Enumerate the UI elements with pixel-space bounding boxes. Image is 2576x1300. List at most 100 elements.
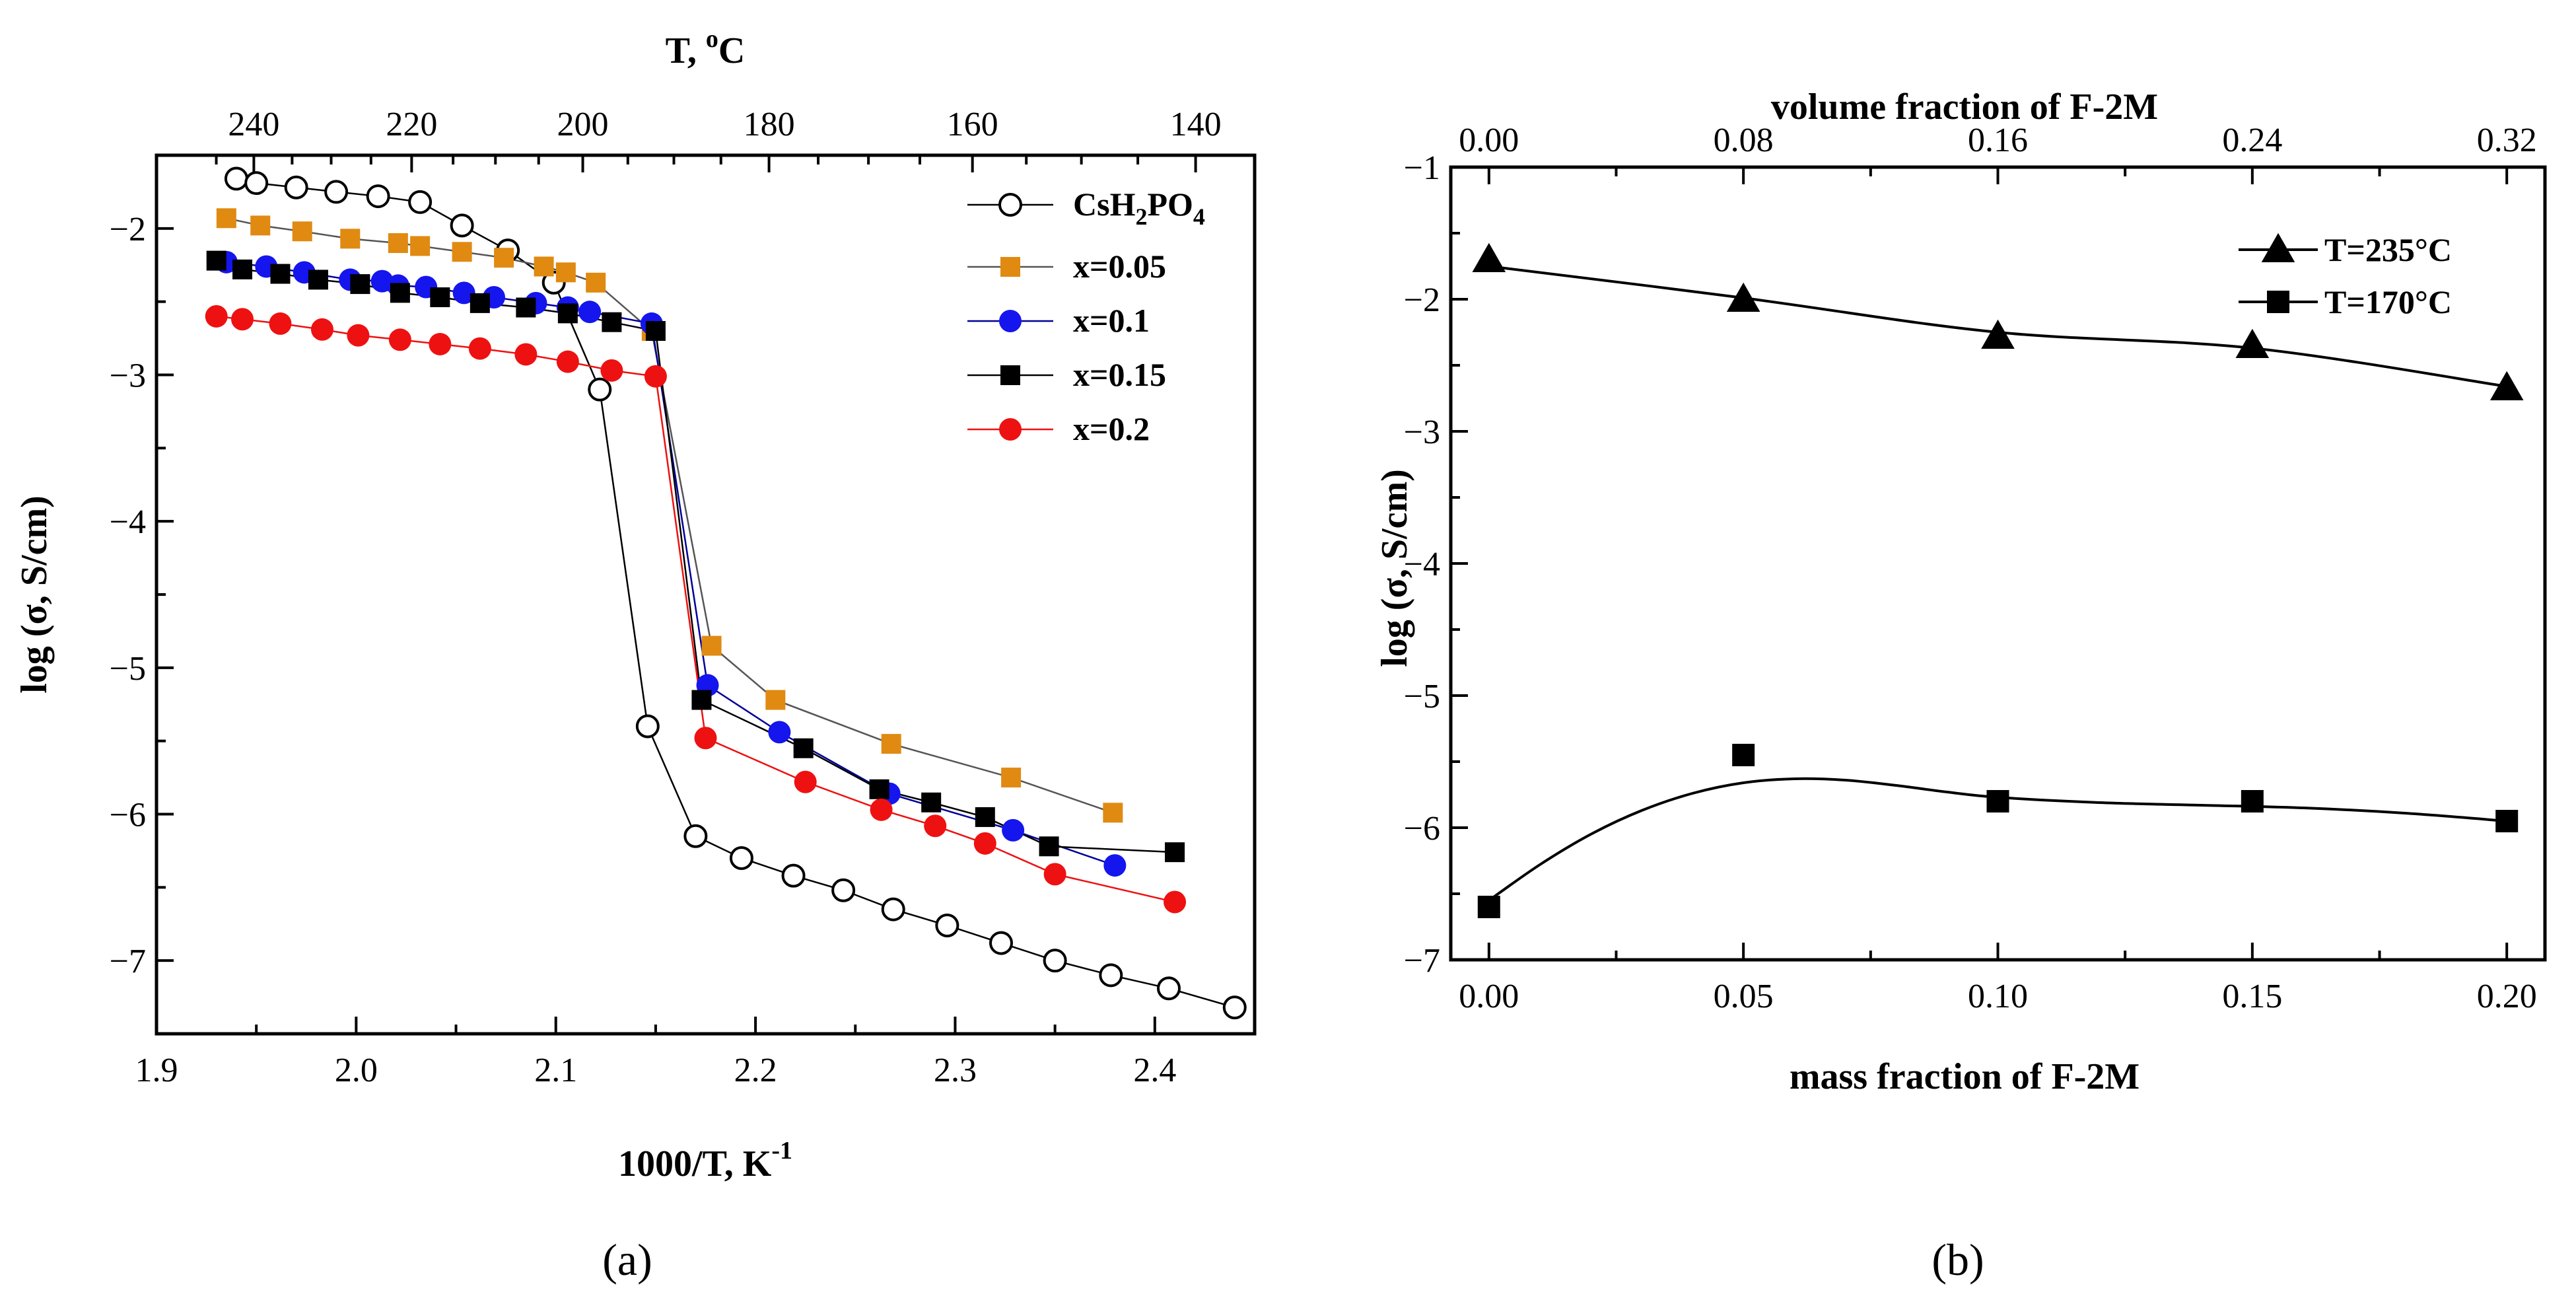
data-point-series-1 bbox=[388, 233, 408, 253]
x-tick-label: 2.3 bbox=[934, 1052, 977, 1089]
data-point-series-4 bbox=[347, 324, 370, 347]
data-point-series-1 bbox=[340, 229, 361, 249]
data-point-series-0 bbox=[366, 184, 390, 209]
data-point-series-0 bbox=[935, 913, 959, 937]
data-point-series-3 bbox=[270, 264, 291, 284]
legend-label-x005: x=0.05 bbox=[1073, 248, 1166, 285]
data-point-series-3 bbox=[793, 738, 814, 758]
top-tick-label: 240 bbox=[228, 106, 279, 143]
data-point-series-1 bbox=[1001, 768, 1022, 788]
panel-a-tick-labels: 1.9 2.0 2.1 2.2 2.3 2.4 −7 −6 −5 −4 −3 −2 240 220 200 1… bbox=[110, 106, 1222, 1089]
data-point-series-0 bbox=[244, 171, 269, 196]
legend-marker-1 bbox=[1000, 257, 1020, 277]
y-tick-label: −1 bbox=[1404, 149, 1440, 187]
data-point-series-4 bbox=[269, 312, 292, 335]
top-tick-label: 160 bbox=[947, 106, 998, 143]
data-point-series-1 bbox=[452, 242, 472, 262]
data-point-series-4 bbox=[514, 343, 538, 366]
top-tick-label: 0.32 bbox=[2477, 122, 2537, 159]
x-tick-label: 2.1 bbox=[534, 1052, 577, 1089]
data-point-series-1 bbox=[555, 262, 576, 283]
data-point-series-4 bbox=[429, 332, 452, 355]
data-point-series-1 bbox=[1103, 803, 1123, 823]
data-point-series-0 bbox=[324, 180, 349, 204]
data-point-series-1 bbox=[701, 635, 722, 656]
data-point-series-3 bbox=[921, 792, 942, 812]
legend-label-t170: T=170°C bbox=[2324, 283, 2452, 320]
data-point-series-0 bbox=[635, 714, 660, 739]
data-point-series-0 bbox=[989, 931, 1013, 955]
data-point-series-3 bbox=[1165, 842, 1185, 863]
legend-marker-0 bbox=[2261, 233, 2295, 262]
data-point-series-4 bbox=[388, 328, 411, 351]
y-tick-label: −4 bbox=[1404, 546, 1440, 583]
y-tick-label: −7 bbox=[110, 943, 146, 980]
data-point-series-3 bbox=[691, 690, 712, 710]
data-point-series-3 bbox=[430, 287, 450, 308]
top-tick-label: 180 bbox=[744, 106, 795, 143]
data-point-series-3 bbox=[557, 303, 578, 324]
data-point-series-4 bbox=[644, 365, 667, 388]
y-tick-label: −3 bbox=[110, 357, 146, 395]
data-point-series-1 bbox=[292, 221, 312, 242]
panel-b-y-axis-title: log (σ, S/cm) bbox=[1374, 469, 1415, 667]
data-point-series-4 bbox=[870, 798, 893, 821]
y-tick-label: −6 bbox=[1404, 810, 1440, 848]
y-tick-label: −3 bbox=[1404, 414, 1440, 451]
data-point-series-3 bbox=[206, 250, 226, 271]
data-point-series-0 bbox=[224, 166, 248, 191]
top-tick-label: 0.24 bbox=[2222, 122, 2282, 159]
data-point-series-3 bbox=[232, 259, 253, 279]
panel-b-top-axis-title: volume fraction of F-2M bbox=[1771, 87, 2158, 127]
top-tick-label: 200 bbox=[557, 106, 609, 143]
legend-marker-0 bbox=[998, 193, 1022, 217]
x-tick-label: 2.0 bbox=[335, 1052, 378, 1089]
data-point-series-4 bbox=[600, 359, 623, 382]
data-point-series-2 bbox=[578, 301, 602, 324]
data-point-series-0 bbox=[408, 190, 433, 214]
data-point-series-3 bbox=[645, 321, 666, 341]
data-point-series-0 bbox=[1222, 995, 1247, 1020]
data-point-series-4 bbox=[1043, 863, 1066, 886]
series-line-2 bbox=[226, 261, 1115, 867]
data-point-series-1 bbox=[1732, 744, 1755, 766]
data-point-series-3 bbox=[516, 297, 536, 318]
data-point-series-1 bbox=[534, 256, 554, 277]
data-point-series-0 bbox=[1156, 976, 1181, 1001]
top-tick-label: 140 bbox=[1170, 106, 1222, 143]
data-point-series-0 bbox=[588, 377, 612, 402]
panel-b-conductivity-vs-filler-fraction: 0.00 0.05 0.10 0.15 0.20 −7 −6 −5 −4 −3 −2 −1 0.00 0.… bbox=[1374, 87, 2547, 1285]
panel-a-legend: CsH2PO4 x=0.05 x=0.1 x=0.15 x=0.2 bbox=[967, 186, 1205, 447]
x-tick-label: 2.4 bbox=[1133, 1052, 1176, 1089]
series-line-0 bbox=[236, 178, 1236, 1009]
legend-label-x02: x=0.2 bbox=[1073, 410, 1150, 447]
data-point-series-0 bbox=[1981, 319, 2015, 349]
y-tick-label: −5 bbox=[110, 650, 146, 688]
data-point-series-3 bbox=[390, 283, 410, 303]
panel-a-top-axis-title: T, oC bbox=[666, 25, 746, 71]
panel-b-series-markers bbox=[1472, 242, 2524, 918]
data-point-series-4 bbox=[310, 318, 333, 341]
data-point-series-0 bbox=[729, 846, 753, 870]
panel-a-series-markers bbox=[205, 166, 1247, 1020]
data-point-series-4 bbox=[205, 305, 228, 328]
x-tick-label: 0.20 bbox=[2477, 978, 2537, 1015]
x-tick-label: 0.15 bbox=[2222, 978, 2282, 1015]
data-point-series-1 bbox=[2495, 810, 2519, 832]
data-point-series-3 bbox=[350, 274, 370, 295]
data-point-series-4 bbox=[1164, 890, 1187, 914]
data-point-series-4 bbox=[694, 727, 717, 750]
x-tick-label: 0.05 bbox=[1714, 978, 1774, 1015]
series-line-3 bbox=[216, 260, 1175, 853]
data-point-series-3 bbox=[869, 779, 889, 799]
legend-marker-3 bbox=[1000, 365, 1020, 385]
data-point-series-1 bbox=[216, 208, 236, 229]
data-point-series-4 bbox=[556, 350, 579, 373]
data-point-series-0 bbox=[781, 863, 806, 888]
series-line-1 bbox=[226, 217, 1113, 814]
panel-a-y-axis-title: log (σ, S/cm) bbox=[14, 495, 55, 694]
panel-b-x-axis-title: mass fraction of F-2M bbox=[1790, 1056, 2140, 1097]
x-tick-label: 0.00 bbox=[1459, 978, 1519, 1015]
data-point-series-2 bbox=[768, 721, 791, 744]
